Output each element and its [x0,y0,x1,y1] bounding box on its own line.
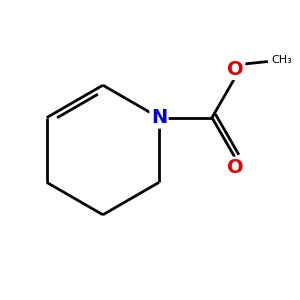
Text: O: O [227,59,244,79]
Text: CH₃: CH₃ [271,55,292,65]
Text: N: N [151,108,167,127]
Text: O: O [227,158,244,177]
